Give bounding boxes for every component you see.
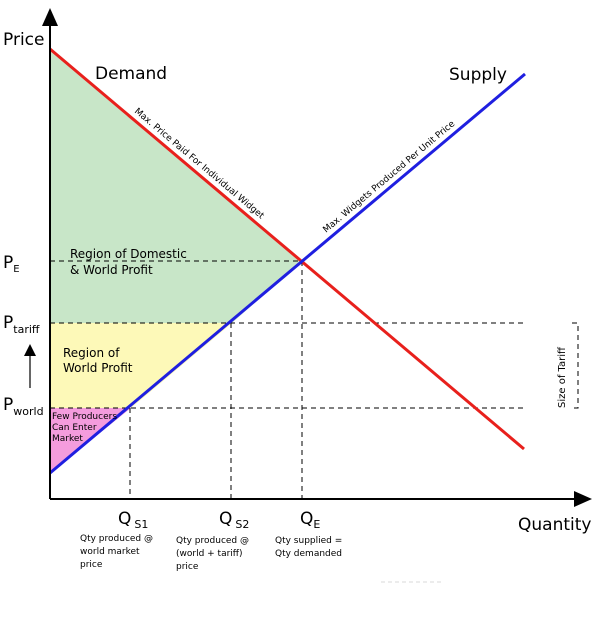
x-axis-arrowhead bbox=[574, 491, 592, 507]
few-producers-label: Few Producers Can Enter Market bbox=[52, 412, 120, 444]
region-domestic-world-profit bbox=[50, 49, 302, 323]
pworld-label: Pworld bbox=[3, 395, 44, 418]
qe-note: Qty supplied = Qty demanded bbox=[275, 536, 345, 559]
tariff-size-label: Size of Tariff bbox=[557, 346, 568, 408]
ptariff-label: Ptariff bbox=[3, 313, 40, 336]
y-axis-label: Price bbox=[3, 30, 44, 50]
price-increase-arrowhead bbox=[24, 344, 36, 356]
qs2-note: Qty produced @ (world + tariff) price bbox=[176, 536, 252, 572]
guide-lines bbox=[50, 260, 526, 499]
region-world-profit bbox=[50, 323, 232, 408]
supply-note: Max. Widgets Produced Per Unit Price bbox=[322, 119, 458, 235]
demand-label: Demand bbox=[95, 64, 167, 84]
domestic-world-profit-label: Region of Domestic & World Profit bbox=[70, 247, 191, 277]
tariff-size-bracket bbox=[572, 322, 579, 409]
supply-label: Supply bbox=[449, 65, 507, 85]
world-profit-label: Region of World Profit bbox=[63, 346, 133, 375]
supply-curve bbox=[49, 72, 526, 475]
qe-label: QE bbox=[300, 509, 320, 531]
y-axis-arrowhead bbox=[42, 8, 58, 26]
qs1-note: Qty produced @ world market price bbox=[80, 534, 156, 570]
x-axis-label: Quantity bbox=[518, 515, 591, 535]
pe-label: PE bbox=[3, 253, 20, 275]
qs1-label: Q S1 bbox=[118, 509, 148, 531]
demand-curve bbox=[49, 47, 525, 451]
qs2-label: Q S2 bbox=[219, 509, 249, 531]
